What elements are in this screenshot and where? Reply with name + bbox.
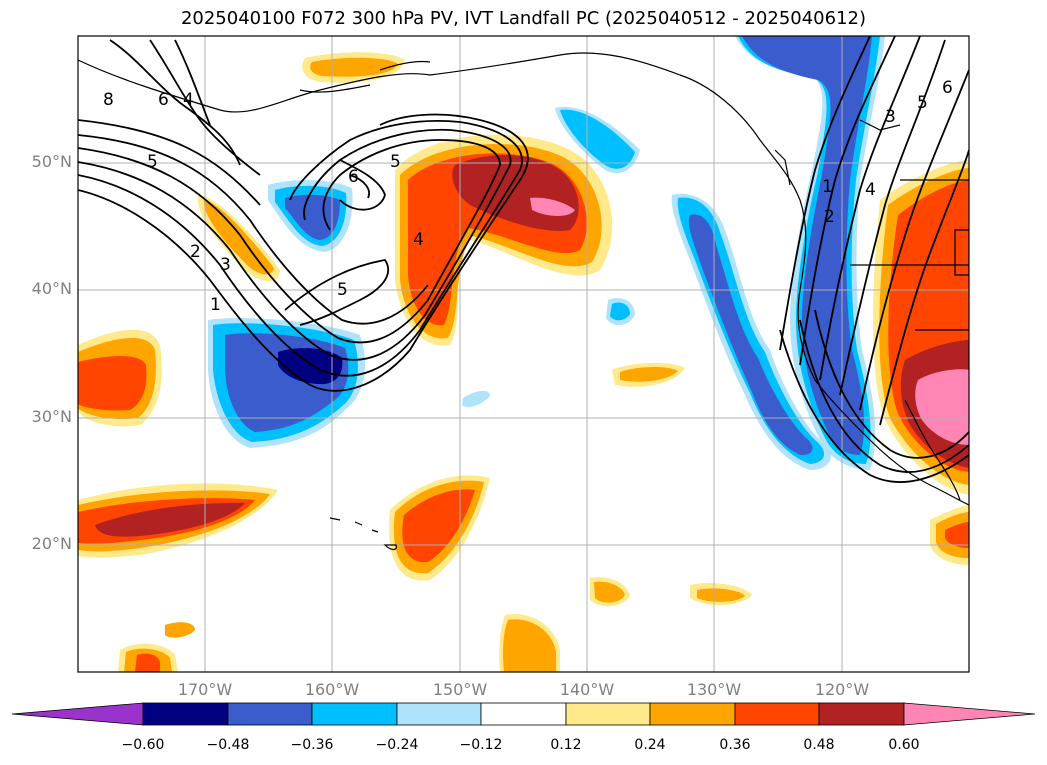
positive-anomaly-pink xyxy=(915,369,969,445)
contour-label: 1 xyxy=(822,177,833,197)
colorbar-bin xyxy=(734,702,820,726)
contour-label: 5 xyxy=(147,152,158,172)
lon-label: 120°W xyxy=(814,680,870,699)
contour-label: 8 xyxy=(103,90,114,110)
islands-coast xyxy=(299,60,431,93)
positive-anomaly-orange xyxy=(203,200,274,275)
positive-anomaly-orangered xyxy=(402,489,475,563)
contour-label: 4 xyxy=(865,180,876,200)
negative-anomaly-halo xyxy=(462,390,490,407)
contour-label: 6 xyxy=(942,78,953,98)
north-america-interior xyxy=(774,119,969,331)
colorbar-bin xyxy=(480,702,567,726)
contour-label: 4 xyxy=(183,90,194,110)
colorbar-bin xyxy=(311,702,398,726)
contour-label: 6 xyxy=(348,167,359,187)
colorbar xyxy=(11,702,1036,726)
contour-label: 4 xyxy=(413,230,424,250)
positive-anomaly-orange xyxy=(503,619,556,672)
negative-anomaly-lightblue xyxy=(560,109,635,169)
colorbar-bin xyxy=(818,702,905,726)
positive-anomaly-orangered xyxy=(135,653,160,672)
lon-label: 170°W xyxy=(177,680,233,699)
lat-label: 20°N xyxy=(31,534,72,553)
map-title: 2025040100 F072 300 hPa PV, IVT Landfall… xyxy=(180,8,867,29)
positive-anomaly-darkred xyxy=(95,502,245,537)
colorbar-label: 0.24 xyxy=(634,737,666,753)
contour-label: 3 xyxy=(885,107,896,127)
colorbar-extend-high xyxy=(903,702,1036,726)
colorbar-bin xyxy=(565,702,651,726)
colorbar-bin xyxy=(227,702,313,726)
positive-anomaly-orange xyxy=(620,366,678,382)
colorbar-label: 0.60 xyxy=(888,737,920,753)
colorbar-label: −0.12 xyxy=(459,737,503,753)
negative-anomaly-lightblue xyxy=(610,302,630,321)
colorbar-bin xyxy=(396,702,482,726)
negative-anomaly-blue xyxy=(285,194,340,240)
lon-label: 130°W xyxy=(686,680,742,699)
alaska-coast xyxy=(78,52,969,506)
lon-label: 160°W xyxy=(304,680,360,699)
contour-label: 5 xyxy=(390,152,401,172)
colorbar-label: 0.36 xyxy=(719,737,751,753)
contour-label: 1 xyxy=(210,295,221,315)
map-border xyxy=(77,35,970,673)
negative-anomaly-blue xyxy=(742,36,872,455)
negative-anomaly-darkblue xyxy=(278,348,343,385)
contour-labels: 8 6 4 5 6 5 2 3 1 5 4 3 5 6 1 2 4 xyxy=(103,78,953,315)
contour-label: 6 xyxy=(158,90,169,110)
colorbar-label: −0.36 xyxy=(290,737,334,753)
colorbar-label: −0.60 xyxy=(121,737,165,753)
colorbar-label: 0.12 xyxy=(550,737,582,753)
positive-anomaly-orangered xyxy=(945,522,969,548)
positive-anomaly-orangered xyxy=(78,356,147,411)
pv-contours xyxy=(78,36,969,483)
lat-label: 40°N xyxy=(31,279,72,298)
lat-label: 30°N xyxy=(31,407,72,426)
contour-label: 3 xyxy=(220,255,231,275)
graticule xyxy=(78,36,969,672)
colorbar-label: 0.48 xyxy=(803,737,835,753)
colorbar-label: −0.24 xyxy=(375,737,419,753)
positive-anomaly-orange xyxy=(165,622,195,638)
contour-label: 5 xyxy=(337,280,348,300)
positive-anomaly-orange xyxy=(697,588,745,602)
hawaii-coast xyxy=(329,517,397,551)
positive-anomaly-orange xyxy=(594,581,625,603)
colorbar-bin xyxy=(142,702,229,726)
contour-label: 5 xyxy=(917,93,928,113)
colorbar-extend-low xyxy=(11,702,144,726)
lat-label: 50°N xyxy=(31,152,72,171)
lon-label: 140°W xyxy=(559,680,615,699)
positive-anomaly-pink xyxy=(530,197,575,216)
colorbar-label: −0.48 xyxy=(206,737,250,753)
contour-label: 2 xyxy=(824,207,835,227)
contour-label: 2 xyxy=(190,242,201,262)
negative-anomaly-blue xyxy=(688,214,813,456)
colorbar-bin xyxy=(649,702,736,726)
lon-label: 150°W xyxy=(432,680,488,699)
